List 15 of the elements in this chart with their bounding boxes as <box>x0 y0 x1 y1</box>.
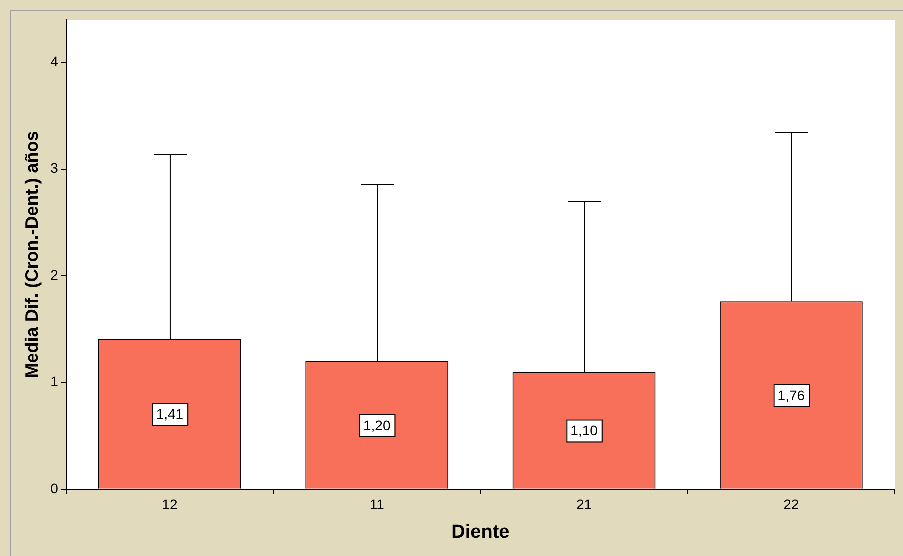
data-label: 1,10 <box>570 422 598 439</box>
y-tick-label: 3 <box>50 160 59 176</box>
data-label: 1,20 <box>363 417 391 434</box>
data-label: 1,41 <box>156 406 184 422</box>
y-tick-label: 2 <box>50 266 59 283</box>
y-tick-label: 4 <box>50 54 59 70</box>
x-tick-label: 12 <box>162 496 178 513</box>
y-tick-label: 0 <box>50 480 59 496</box>
x-tick-label: 21 <box>576 496 592 513</box>
data-label: 1,76 <box>778 387 806 404</box>
y-axis-title: Media Dif. (Cron.-Dent.) años <box>22 131 42 378</box>
x-axis-title: Diente <box>452 522 510 543</box>
y-tick-label: 1 <box>50 374 59 390</box>
x-tick-label: 22 <box>784 496 800 513</box>
x-tick-label: 11 <box>370 496 385 513</box>
